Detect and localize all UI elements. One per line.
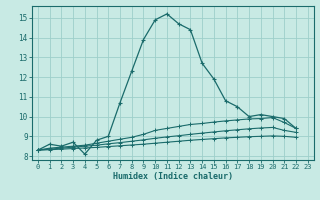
X-axis label: Humidex (Indice chaleur): Humidex (Indice chaleur)	[113, 172, 233, 181]
